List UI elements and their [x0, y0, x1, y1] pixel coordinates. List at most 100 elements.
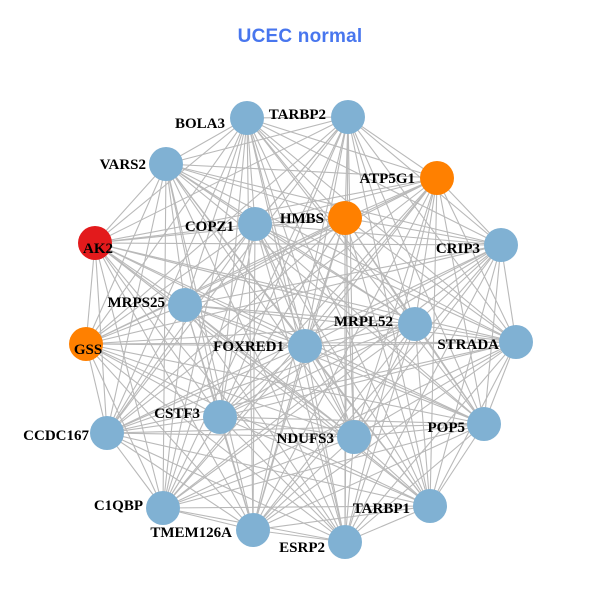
network-node[interactable] [499, 325, 533, 359]
network-node-label: CCDC167 [23, 428, 89, 444]
node-label-layer: BOLA3 TARBP2 VARS2 ATP5G1 COPZ1 HMBS AK2 CRIP3 M… [23, 107, 499, 556]
network-node[interactable] [203, 400, 237, 434]
edge-layer [85, 116, 517, 543]
network-node-label: GSS [74, 342, 102, 358]
network-node[interactable] [238, 207, 272, 241]
network-node[interactable] [484, 228, 518, 262]
network-edge [429, 244, 502, 507]
network-node-label: NDUFS3 [276, 431, 334, 447]
network-node[interactable] [328, 525, 362, 559]
network-edge [162, 436, 355, 509]
network-edge [414, 323, 431, 507]
network-node-label: VARS2 [100, 157, 146, 173]
network-edge [252, 436, 355, 531]
network-node[interactable] [149, 147, 183, 181]
network-edge [94, 117, 248, 244]
network-edge [94, 242, 416, 325]
network-node-label: STRADA [437, 337, 499, 353]
network-edge [162, 304, 186, 509]
network-edge [254, 223, 502, 246]
network-edge [219, 416, 355, 438]
network-edge [344, 217, 517, 343]
network-edge [85, 244, 502, 345]
network-node-label: TARBP2 [269, 107, 326, 123]
network-edge [254, 223, 346, 543]
network-node[interactable] [236, 513, 270, 547]
network-edge [85, 117, 248, 345]
network-edge [94, 163, 167, 244]
network-node[interactable] [90, 416, 124, 450]
network-edge [94, 242, 431, 507]
network-edge [219, 116, 349, 418]
network-edge [184, 304, 431, 507]
network-node[interactable] [78, 226, 112, 260]
network-node[interactable] [420, 161, 454, 195]
network-node-label: POP5 [428, 420, 466, 436]
network-edge [219, 416, 346, 543]
network-edge [219, 244, 502, 418]
network-edge [414, 323, 485, 425]
network-node-label: ESRP2 [279, 540, 325, 556]
network-node-label: C1QBP [94, 498, 143, 514]
network-edge [252, 244, 502, 531]
network-edge [252, 505, 431, 531]
network-edge [414, 244, 502, 325]
network-edge [94, 242, 221, 418]
network-edge [162, 163, 167, 509]
network-node-label: TARBP1 [353, 501, 410, 517]
network-edge [246, 117, 346, 543]
network-edge [184, 304, 416, 325]
network-edge [347, 116, 438, 179]
network-node[interactable] [398, 307, 432, 341]
network-edge [344, 217, 431, 507]
network-edge [304, 345, 431, 507]
network-edge [85, 343, 346, 543]
network-node[interactable] [168, 288, 202, 322]
network-edge [106, 432, 355, 438]
network-edge [106, 177, 438, 434]
network-node[interactable] [467, 407, 501, 441]
network-edge [254, 223, 416, 325]
network-edge [162, 423, 485, 509]
network-edge [344, 217, 502, 246]
network-node-label: ATP5G1 [359, 171, 415, 187]
network-edge [219, 223, 256, 418]
network-edge [162, 244, 502, 509]
network-edge [94, 242, 164, 509]
network-node[interactable] [331, 100, 365, 134]
network-edge [184, 304, 355, 438]
network-edge [184, 117, 248, 306]
network-edge [252, 223, 256, 531]
network-node[interactable] [230, 101, 264, 135]
network-node[interactable] [146, 491, 180, 525]
network-edge [252, 116, 349, 531]
network-edge [304, 345, 346, 543]
network-edge [94, 242, 306, 347]
network-node[interactable] [69, 327, 103, 361]
network-edge [106, 223, 256, 434]
network-edge [414, 177, 438, 325]
network-edge [106, 416, 221, 434]
network-edge [94, 242, 485, 425]
network-edge [85, 343, 485, 425]
network-edge [94, 177, 438, 244]
network-node[interactable] [337, 420, 371, 454]
network-edge [246, 117, 517, 343]
network-edge [344, 423, 485, 543]
network-node-label: MRPL52 [334, 314, 393, 330]
network-edge [106, 341, 517, 434]
network-node[interactable] [413, 489, 447, 523]
network-edge [162, 341, 517, 509]
network-edge [483, 244, 502, 425]
network-edge [94, 217, 346, 244]
network-edge [184, 244, 502, 306]
network-edge [106, 345, 306, 434]
network-edge [165, 163, 485, 425]
network-edge [165, 116, 349, 165]
network-node[interactable] [288, 329, 322, 363]
network-node[interactable] [328, 201, 362, 235]
network-edge [254, 223, 431, 507]
network-edge [94, 242, 502, 246]
network-edge [254, 177, 438, 225]
